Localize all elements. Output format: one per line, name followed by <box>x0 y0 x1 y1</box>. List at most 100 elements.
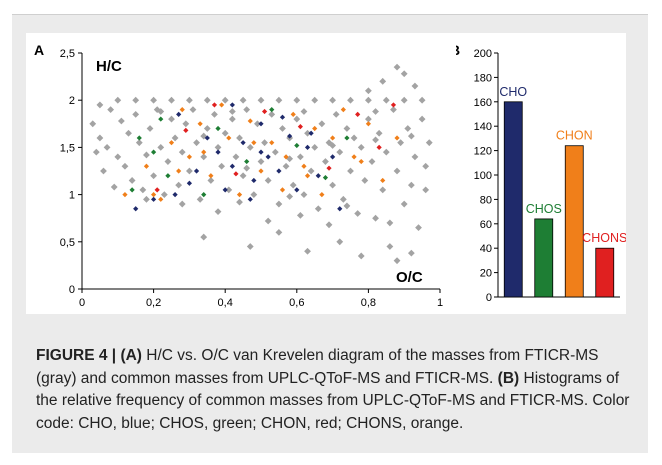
chon-point <box>219 102 225 108</box>
gray-point <box>289 181 297 189</box>
chons-point <box>211 102 218 108</box>
chos-point <box>215 125 221 132</box>
gray-point <box>347 96 354 104</box>
gray-point <box>186 96 193 104</box>
gray-point <box>246 144 254 151</box>
scatter-y-tick-label: 1 <box>69 190 75 202</box>
gray-point <box>236 198 243 206</box>
gray-point <box>189 106 197 114</box>
gray-point <box>146 125 154 132</box>
gray-point <box>89 120 97 128</box>
chos-point <box>129 187 135 193</box>
chon-point <box>279 187 286 193</box>
chon-point <box>143 163 150 169</box>
gray-point <box>196 195 204 203</box>
bar-chon <box>564 145 584 298</box>
caption-b-text: Histograms of the relative frequency of … <box>36 369 630 432</box>
gray-point <box>171 134 179 142</box>
gray-point <box>178 200 186 208</box>
histogram-y-tick-label: 60 <box>480 219 492 231</box>
cho-point <box>258 149 264 155</box>
gray-point <box>139 186 147 194</box>
histogram-y-tick-label: 80 <box>480 194 492 206</box>
chons-point <box>355 111 361 117</box>
chon-point <box>283 154 289 160</box>
gray-point <box>304 247 311 255</box>
gray-point <box>153 106 161 114</box>
gray-point <box>365 96 372 104</box>
scatter-x-tick-label: 0 <box>79 297 85 309</box>
chon-point <box>380 177 386 184</box>
gray-point <box>214 144 222 151</box>
gray-point <box>400 200 408 208</box>
cho-point <box>287 133 293 139</box>
cho-point <box>133 206 139 212</box>
scatter-y-tick-label: 0 <box>69 284 75 296</box>
gray-point <box>325 221 333 229</box>
gray-point <box>239 172 247 180</box>
gray-point <box>357 144 365 151</box>
chos-point <box>269 107 275 113</box>
gray-point <box>372 108 379 115</box>
scatter-axes: 0 0,5 1 1,5 2 2,5 0 0,2 0,4 0,6 0,8 1 <box>60 48 443 309</box>
scatter-y-tick-label: 0,5 <box>60 237 75 249</box>
chos-point <box>151 149 157 155</box>
gray-point <box>300 108 308 115</box>
gray-point <box>257 96 265 104</box>
chon-point <box>319 192 325 198</box>
cho-point <box>247 196 253 202</box>
cho-point <box>330 154 336 160</box>
chon-point <box>394 135 400 141</box>
gray-point <box>368 158 376 165</box>
histogram-y-tick-label: 120 <box>474 146 492 158</box>
gray-point <box>239 96 247 104</box>
gray-point <box>407 249 415 257</box>
gray-point <box>350 134 358 142</box>
gray-point <box>243 106 251 114</box>
chos-point <box>158 116 164 122</box>
gray-point <box>254 120 261 128</box>
gray-point <box>397 139 405 147</box>
cho-point <box>222 187 228 193</box>
gray-point <box>286 193 294 200</box>
gray-point <box>318 120 326 128</box>
gray-point <box>164 158 172 165</box>
gray-point <box>114 153 122 161</box>
gray-point <box>275 228 283 236</box>
histogram-y-tick-label: 160 <box>474 97 492 109</box>
scatter-x-tick-label: 0,6 <box>289 297 304 309</box>
chon-point <box>312 125 318 132</box>
chons-point <box>390 102 397 108</box>
cho-point <box>186 180 192 186</box>
gray-point <box>422 186 430 194</box>
chon-point <box>269 140 275 146</box>
gray-point <box>268 110 276 118</box>
scatter-x-tick-label: 0,8 <box>361 297 376 309</box>
chos-point <box>136 135 142 141</box>
chon-point <box>186 154 192 160</box>
gray-point <box>228 108 236 115</box>
bar-label-chon: CHON <box>556 129 593 143</box>
gray-point <box>92 148 100 156</box>
gray-point <box>411 153 419 161</box>
bar-label-cho: CHO <box>499 85 527 99</box>
gray-point <box>361 177 369 184</box>
chons-point <box>297 124 303 130</box>
chos-point <box>322 175 329 181</box>
gray-point <box>221 96 229 104</box>
cho-point <box>308 130 314 136</box>
gray-point <box>107 106 115 114</box>
chos-point <box>344 135 350 141</box>
cho-point <box>151 196 157 202</box>
chon-point <box>365 121 371 127</box>
gray-point <box>243 164 251 172</box>
gray-point <box>393 63 401 71</box>
chon-point <box>340 107 346 113</box>
gray-point <box>117 117 125 125</box>
gray-points <box>89 63 433 265</box>
gray-point <box>264 177 272 184</box>
chon-point <box>197 121 203 127</box>
gray-point <box>336 148 344 156</box>
scatter-ylabel: H/C <box>96 58 122 75</box>
histogram-y-tick-label: 40 <box>480 243 492 255</box>
